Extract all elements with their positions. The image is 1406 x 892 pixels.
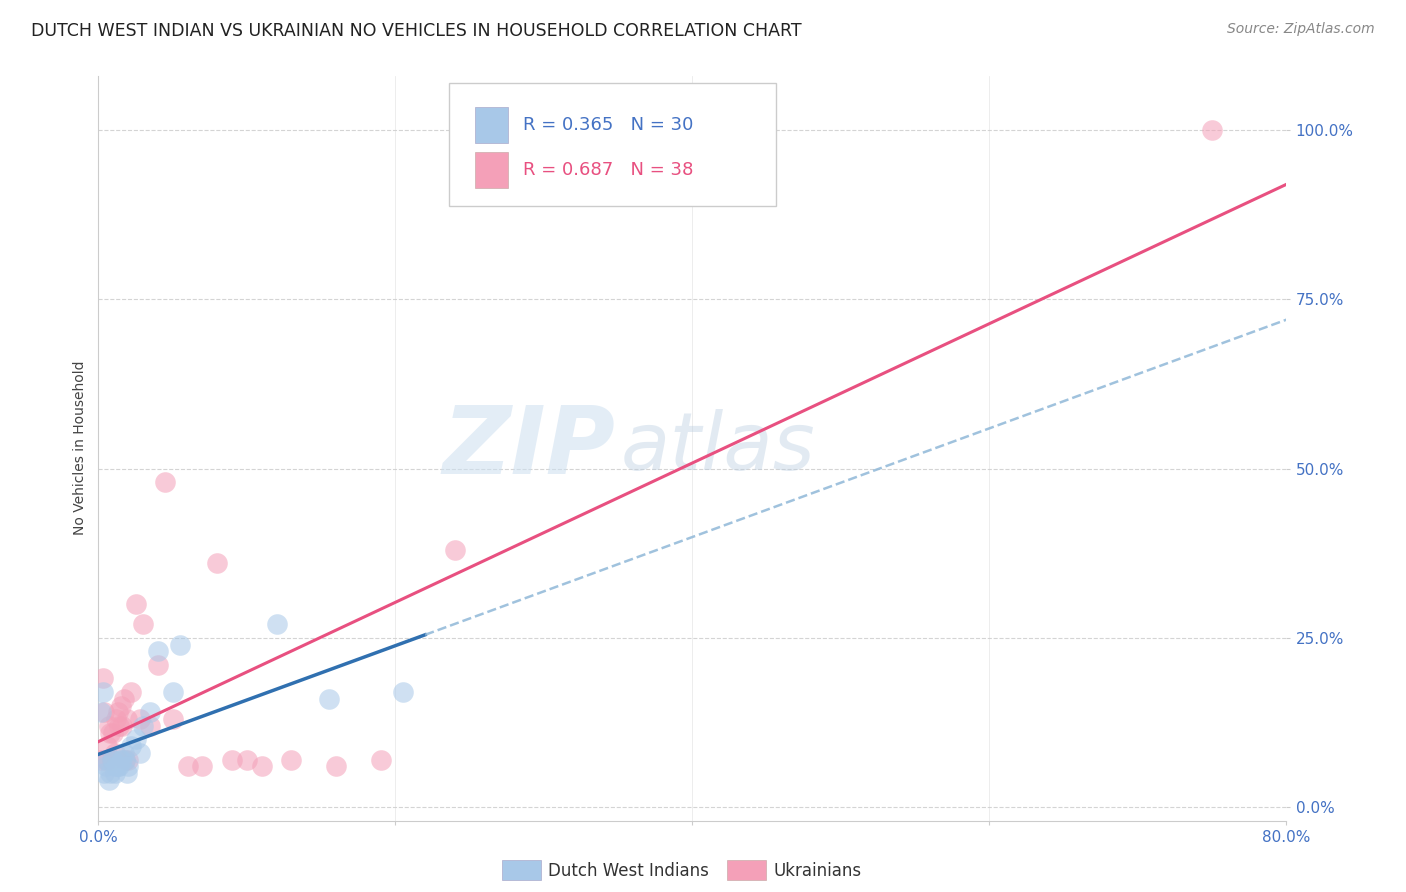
Point bbox=[103, 725, 125, 739]
Point bbox=[104, 766, 127, 780]
Point bbox=[98, 766, 121, 780]
Point bbox=[117, 753, 139, 767]
Point bbox=[176, 759, 198, 773]
Point bbox=[191, 759, 214, 773]
Point bbox=[93, 766, 115, 780]
Point bbox=[112, 746, 135, 760]
Point bbox=[132, 617, 155, 632]
Point bbox=[96, 739, 118, 753]
Point bbox=[90, 753, 112, 767]
FancyBboxPatch shape bbox=[449, 83, 776, 206]
Point bbox=[96, 753, 118, 767]
Text: atlas: atlas bbox=[621, 409, 815, 487]
Point bbox=[120, 685, 142, 699]
Point bbox=[94, 759, 117, 773]
Point bbox=[162, 712, 184, 726]
Point bbox=[318, 691, 340, 706]
Point bbox=[162, 685, 184, 699]
Point bbox=[120, 739, 142, 753]
Point bbox=[236, 753, 259, 767]
Point bbox=[90, 706, 112, 720]
Text: R = 0.365   N = 30: R = 0.365 N = 30 bbox=[523, 116, 693, 134]
Point bbox=[139, 719, 162, 733]
Point bbox=[250, 759, 273, 773]
Text: DUTCH WEST INDIAN VS UKRAINIAN NO VEHICLES IN HOUSEHOLD CORRELATION CHART: DUTCH WEST INDIAN VS UKRAINIAN NO VEHICL… bbox=[31, 22, 801, 40]
Text: ZIP: ZIP bbox=[443, 402, 616, 494]
Point bbox=[129, 712, 152, 726]
Point bbox=[97, 719, 120, 733]
Point bbox=[91, 685, 114, 699]
Text: Ukrainians: Ukrainians bbox=[773, 862, 862, 880]
Point bbox=[112, 691, 135, 706]
Point bbox=[139, 706, 162, 720]
Point bbox=[105, 712, 128, 726]
Point bbox=[370, 753, 392, 767]
Point bbox=[107, 759, 129, 773]
Point bbox=[115, 766, 138, 780]
Point bbox=[205, 557, 228, 571]
Point bbox=[169, 638, 191, 652]
Point bbox=[103, 753, 125, 767]
Point bbox=[101, 753, 124, 767]
Point bbox=[115, 712, 138, 726]
Point bbox=[105, 759, 128, 773]
Point bbox=[97, 772, 120, 787]
Point bbox=[107, 706, 129, 720]
Point bbox=[108, 759, 131, 773]
Point bbox=[146, 657, 169, 672]
Y-axis label: No Vehicles in Household: No Vehicles in Household bbox=[73, 361, 87, 535]
Point bbox=[114, 753, 136, 767]
Point bbox=[124, 597, 146, 611]
Point bbox=[132, 719, 155, 733]
Point bbox=[104, 746, 127, 760]
Point bbox=[110, 698, 132, 713]
Point bbox=[98, 725, 121, 739]
Point bbox=[101, 753, 124, 767]
Point bbox=[110, 753, 132, 767]
Point bbox=[1201, 123, 1223, 137]
Point bbox=[280, 753, 302, 767]
Point bbox=[108, 719, 131, 733]
Text: Dutch West Indians: Dutch West Indians bbox=[548, 862, 709, 880]
FancyBboxPatch shape bbox=[475, 107, 509, 143]
Point bbox=[114, 753, 136, 767]
Point bbox=[129, 746, 152, 760]
Point bbox=[266, 617, 288, 632]
Point bbox=[155, 475, 177, 489]
Point bbox=[392, 685, 415, 699]
Point bbox=[91, 672, 114, 686]
Point bbox=[221, 753, 243, 767]
Point bbox=[111, 719, 134, 733]
Text: R = 0.687   N = 38: R = 0.687 N = 38 bbox=[523, 161, 693, 178]
Point bbox=[94, 753, 117, 767]
Point bbox=[117, 759, 139, 773]
Point bbox=[146, 644, 169, 658]
Point bbox=[443, 542, 465, 557]
Point bbox=[325, 759, 347, 773]
Point bbox=[93, 706, 115, 720]
Text: Source: ZipAtlas.com: Source: ZipAtlas.com bbox=[1227, 22, 1375, 37]
Point bbox=[111, 753, 134, 767]
FancyBboxPatch shape bbox=[475, 152, 509, 187]
Point bbox=[124, 732, 146, 747]
